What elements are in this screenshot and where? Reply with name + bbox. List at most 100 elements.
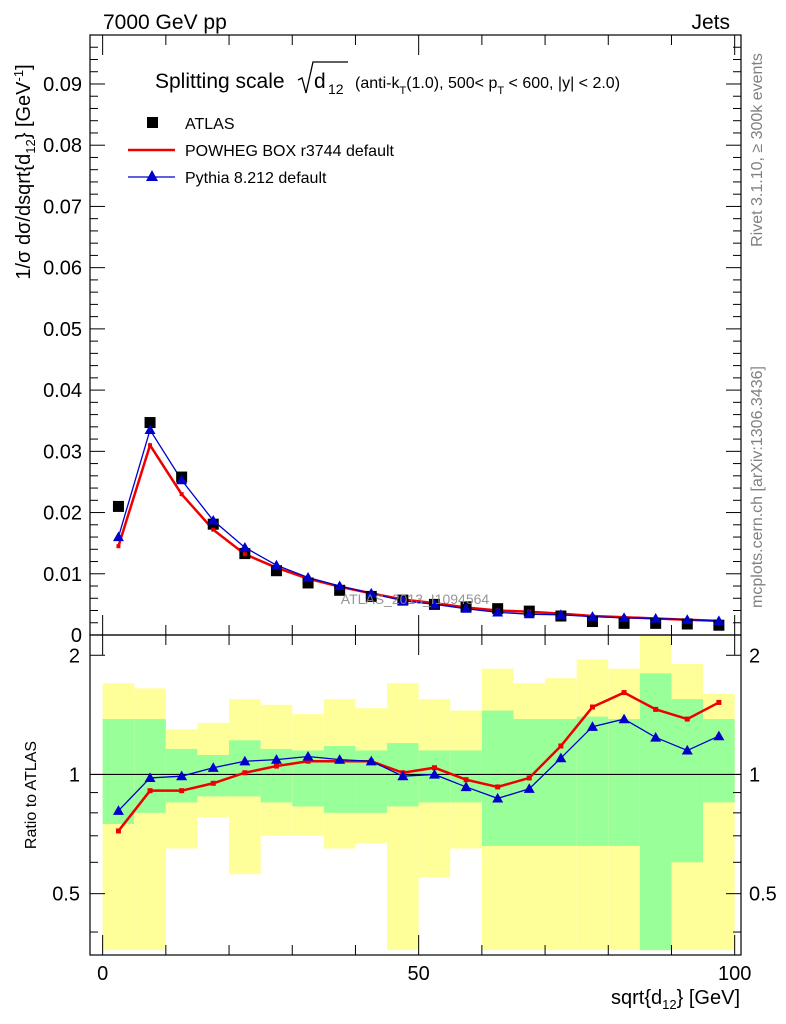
header-left-label: 7000 GeV pp: [103, 11, 227, 34]
ratio-powheg-point: [684, 716, 690, 722]
plot-title-suffix-mid-sub: T: [497, 85, 504, 97]
ratio-pythia-point: [555, 752, 567, 763]
ratio-powheg-point: [242, 770, 248, 776]
ratio-pythia-point: [207, 762, 219, 772]
series-markers: [112, 417, 725, 834]
main-pythia-point: [270, 559, 282, 570]
main-pythia-point: [239, 541, 251, 552]
main-pythia-point: [302, 571, 314, 582]
main-y-tick-label: 0.06: [43, 258, 82, 280]
main-pythia-point: [460, 603, 472, 613]
plot-title-prefix: Splitting scale: [155, 70, 285, 93]
main-pythia-point: [650, 612, 662, 623]
plot-title-suffix-pre-sub: T: [399, 85, 406, 97]
ratio-powheg-point: [273, 763, 279, 769]
main-y-tick-label: 0.01: [43, 564, 82, 586]
main-powheg-point: [242, 552, 247, 557]
main-powheg-point: [148, 443, 153, 448]
ratio-plot-frame: [89, 634, 742, 956]
uncertainty-bands: [102, 635, 735, 951]
main-pythia-point: [492, 606, 504, 617]
inner-band-bin: [545, 719, 577, 846]
ratio-pythia-point: [650, 731, 662, 742]
x-tick-label: 100: [718, 963, 751, 985]
ratio-pythia-point: [618, 713, 630, 724]
atlas-data-point: [112, 500, 124, 512]
ratio-powheg-line: [117, 691, 720, 832]
plot-title-suffix: (anti-kT(1.0), 500< pT < 600, |y| < 2.0): [355, 75, 620, 97]
inner-band-bin: [134, 719, 166, 813]
main-pythia-point: [523, 608, 535, 619]
atlas-data-point: [650, 617, 662, 629]
legend-pythia-marker: [146, 170, 158, 181]
mcplots-label: mcplots.cern.ch [arXiv:1306.3436]: [749, 366, 766, 608]
main-pythia-point: [586, 611, 598, 621]
ratio-powheg-point: [716, 699, 722, 705]
main-pythia-point: [618, 612, 630, 622]
ratio-pythia-point: [523, 783, 535, 793]
ratio-powheg-point: [526, 775, 532, 781]
inner-band-bin: [513, 719, 546, 846]
outer-band-bin: [387, 683, 419, 951]
plot-title-suffix-pre: (anti-k: [355, 75, 400, 92]
inner-band-bin: [576, 716, 609, 846]
main-y-tick-label: 0.08: [43, 135, 82, 157]
main-pythia-point: [144, 424, 156, 435]
ratio-pythia-point: [144, 772, 156, 783]
ratio-y-tick-label-right: 1: [749, 764, 760, 786]
main-y-tick-label: 0.09: [43, 74, 82, 96]
ratio-pythia-line: [117, 718, 720, 812]
ratio-powheg-point: [463, 777, 469, 783]
legend-atlas-label: ATLAS: [185, 116, 235, 133]
ratio-pythia-point: [270, 754, 282, 764]
main-y-tick-label: 0.05: [43, 319, 82, 341]
main-pythia-point: [428, 598, 440, 609]
inner-band-bin: [608, 719, 640, 846]
ratio-y-tick-label: 1: [69, 764, 80, 786]
plot-title-radicand-sub: 12: [328, 81, 344, 97]
ratio-powheg-point: [147, 788, 153, 794]
ratio-pythia-point: [334, 754, 346, 764]
x-tick-label: 50: [408, 963, 430, 985]
ratio-powheg-point: [210, 780, 216, 786]
ratio-pythia-point: [365, 755, 377, 766]
main-pythia-point: [365, 587, 377, 598]
main-y-axis-title: 1/σ dσ/dsqrt{d12} [GeV-1]: [11, 64, 38, 279]
main-y-tick-label: 0: [71, 625, 82, 647]
ratio-powheg-point: [115, 828, 121, 834]
legend-powheg-label: POWHEG BOX r3744 default: [185, 143, 395, 160]
ratio-pythia-point: [302, 751, 314, 761]
axis-ticks: 0 0.01 0.02 0.03 0.04 0.05 0.06 0.07 0.08 0.09 0.5…: [43, 34, 777, 985]
ratio-pythia-point: [428, 768, 440, 779]
atlas-data-point: [681, 618, 693, 630]
legend: ATLAS POWHEG BOX r3744 default Pythia 8.…: [128, 116, 395, 187]
atlas-data-point: [302, 577, 314, 589]
atlas-data-point: [713, 619, 725, 631]
atlas-data-point: [618, 617, 630, 629]
ratio-powheg-point: [179, 788, 185, 794]
inner-band-bin: [197, 754, 230, 797]
ratio-pythia-point: [112, 805, 124, 815]
ratio-powheg-point: [621, 690, 627, 696]
rivet-label: Rivet 3.1.10, ≥ 300k events: [749, 53, 766, 247]
main-pythia-point: [207, 515, 219, 525]
ratio-powheg-point: [589, 704, 595, 710]
main-pythia-point: [681, 614, 693, 624]
atlas-data-point: [270, 565, 282, 577]
main-y-tick-label: 0.07: [43, 196, 82, 218]
ratio-pythia-point: [460, 781, 472, 792]
ratio-y-tick-label: 0.5: [52, 884, 80, 906]
atlas-data-point: [586, 616, 598, 628]
plot-title-suffix-post: < 600, |y| < 2.0): [504, 75, 620, 92]
atlas-data-point: [334, 584, 346, 596]
plot-title-radicand: d: [314, 70, 326, 93]
analysis-watermark: ATLAS_2013_I1094564: [341, 591, 490, 607]
x-tick-label: 0: [97, 963, 108, 985]
main-pythia-point: [176, 474, 188, 485]
x-axis-title: sqrt{d12} [GeV]: [611, 987, 740, 1012]
inner-band-bin: [639, 673, 672, 951]
ratio-powheg-point: [653, 706, 659, 712]
ratio-y-axis-title: Ratio to ATLAS: [23, 741, 40, 849]
ratio-pythia-point: [397, 770, 409, 781]
